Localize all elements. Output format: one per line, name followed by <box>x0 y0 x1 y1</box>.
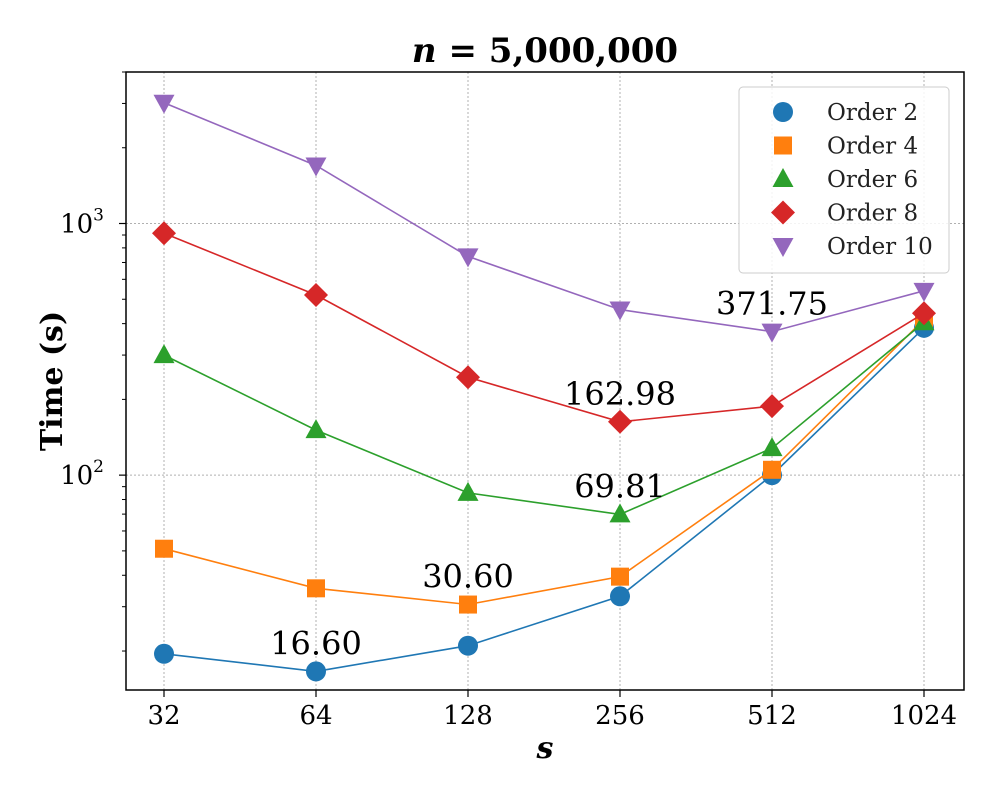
annotation-label: 16.60 <box>270 624 362 662</box>
series-line <box>163 232 925 423</box>
plot-area-frame <box>125 71 965 691</box>
annotation-label: 371.75 <box>716 285 828 323</box>
y-tick-exponent: 2 <box>93 457 104 477</box>
data-point <box>608 409 632 434</box>
data-point <box>609 503 631 523</box>
legend-entry: Order 6 <box>772 167 918 193</box>
legend-marker <box>774 136 792 155</box>
series-line <box>163 321 925 516</box>
annotation-label: 30.60 <box>422 558 514 596</box>
legend: Order 2 Order 4 Order 6 Order 8 Order 10 <box>738 86 950 274</box>
legend-label: Order 2 <box>827 100 918 126</box>
data-point <box>152 221 176 246</box>
y-axis-label: Time (s) <box>35 311 70 451</box>
data-point <box>155 539 173 558</box>
y-tick-label: 102 <box>60 457 104 491</box>
data-point <box>307 579 325 598</box>
y-tick-label: 103 <box>60 205 104 239</box>
y-tick-base: 10 <box>60 209 93 239</box>
data-point <box>153 344 175 364</box>
series-order-10 <box>153 94 935 343</box>
legend-label: Order 6 <box>827 167 918 193</box>
series-line <box>163 319 925 606</box>
legend-label: Order 4 <box>827 134 918 160</box>
x-axis-label: s <box>536 731 554 766</box>
data-point <box>912 301 936 326</box>
x-tick-label: 64 <box>299 701 332 731</box>
series-layer <box>152 94 936 682</box>
y-tick-base: 10 <box>60 461 93 491</box>
data-point <box>611 567 629 586</box>
data-point <box>761 437 783 457</box>
legend-label: Order 10 <box>827 234 933 260</box>
annotation-label: 162.98 <box>564 375 676 413</box>
legend-marker <box>772 168 794 187</box>
data-point <box>459 595 477 614</box>
x-tick-label: 1024 <box>891 701 957 731</box>
legend-entry: Order 4 <box>774 134 918 160</box>
annotation-label: 69.81 <box>574 467 666 505</box>
y-tick-exponent: 3 <box>93 205 104 225</box>
data-point <box>760 394 784 419</box>
legend-box <box>738 86 950 274</box>
chart-title-rest: = 5,000,000 <box>437 31 678 71</box>
legend-entry: Order 2 <box>773 100 918 126</box>
data-point <box>305 419 327 439</box>
data-point <box>458 635 478 656</box>
series-line <box>163 101 925 333</box>
legend-entry: Order 8 <box>771 200 918 227</box>
data-point <box>457 481 479 501</box>
x-tick-label: 512 <box>747 701 797 731</box>
data-point <box>456 365 480 390</box>
data-point <box>457 248 479 268</box>
legend-marker <box>772 238 794 257</box>
data-point <box>763 460 781 479</box>
data-point <box>913 282 935 302</box>
series-order-8 <box>152 221 936 434</box>
chart-title-var: n <box>412 31 437 71</box>
data-point <box>306 661 326 682</box>
chart-title: n = 5,000,000 <box>412 31 678 71</box>
series-order-4 <box>155 310 933 614</box>
data-point <box>305 157 327 177</box>
legend-marker <box>773 102 793 122</box>
data-point <box>609 301 631 321</box>
x-tick-label: 32 <box>147 701 180 731</box>
data-point <box>304 282 328 307</box>
series-line <box>163 327 925 673</box>
legend-entry: Order 10 <box>772 234 933 260</box>
x-tick-label: 128 <box>443 701 493 731</box>
legend-label: Order 8 <box>827 201 918 227</box>
annotations: 16.60 30.60 69.81 162.98 371.75 <box>270 285 828 663</box>
data-point <box>154 643 174 664</box>
data-point <box>153 94 175 114</box>
data-point <box>761 323 783 343</box>
legend-marker <box>771 200 795 225</box>
x-tick-label: 256 <box>595 701 645 731</box>
data-point <box>610 586 630 607</box>
series-order-6 <box>153 311 935 523</box>
